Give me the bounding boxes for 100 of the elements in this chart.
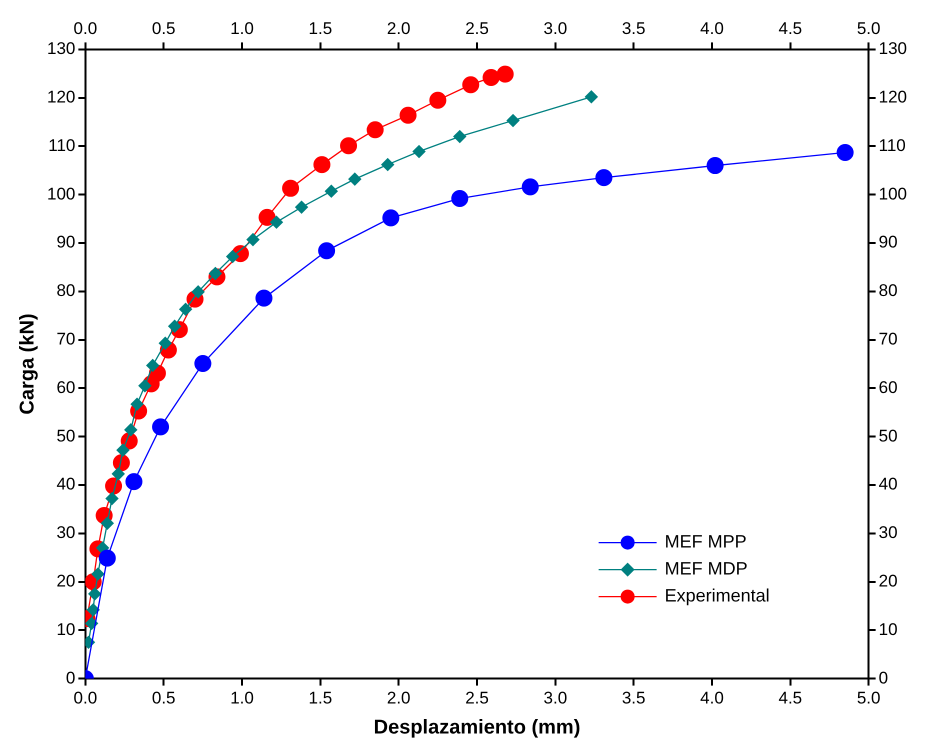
point (381, 158, 394, 172)
y-tick-label: 0 (66, 668, 76, 688)
y-axis-title: Carga (kN) (16, 313, 39, 415)
point (246, 233, 260, 246)
point (522, 178, 539, 196)
y-tick-label: 110 (48, 136, 76, 155)
y-tick-label: 120 (46, 87, 76, 106)
point (429, 92, 446, 109)
x-tick-label: 3.0 (544, 688, 568, 708)
x-tick-label: 3.5 (622, 688, 646, 708)
y2-tick-label: 130 (878, 39, 908, 58)
x2-tick-label: 3.5 (622, 18, 646, 38)
point (313, 156, 330, 174)
point (125, 473, 142, 490)
point (482, 68, 500, 86)
point (324, 184, 338, 198)
y2-tick-label: 80 (878, 281, 898, 300)
x2-tick-label: 2.5 (465, 18, 489, 38)
y-tick-label: 30 (56, 523, 76, 542)
point (192, 285, 205, 298)
legend-label: MEF MDP (664, 558, 748, 579)
y2-tick-label: 70 (878, 329, 898, 348)
x-tick-label: 1.5 (308, 688, 332, 708)
y-tick-label: 40 (56, 474, 76, 494)
point (412, 145, 426, 158)
y2-tick-label: 30 (878, 523, 898, 542)
x-tick-label: 4.5 (778, 688, 802, 708)
x2-tick-label: 4.0 (700, 18, 724, 38)
point (116, 444, 130, 457)
point (318, 242, 336, 260)
point (146, 358, 160, 372)
point (340, 137, 358, 154)
point (112, 467, 125, 480)
y-tick-label: 50 (56, 426, 76, 446)
point (496, 66, 514, 83)
point (130, 398, 144, 411)
y-tick-label: 60 (56, 378, 76, 397)
point (382, 209, 400, 226)
y2-tick-label: 60 (878, 378, 898, 397)
x-tick-label: 0.0 (74, 688, 98, 708)
x-tick-label: 1.0 (230, 688, 254, 708)
point (584, 90, 598, 104)
point (595, 169, 612, 186)
x2-tick-label: 3.0 (544, 18, 568, 38)
point (400, 106, 417, 124)
y-tick-label: 90 (56, 232, 76, 252)
point (506, 114, 520, 128)
point (194, 355, 212, 372)
x2-tick-label: 0.0 (74, 18, 98, 38)
point (462, 76, 480, 94)
point (98, 550, 116, 567)
point (295, 200, 308, 214)
x2-tick-label: 4.5 (778, 18, 802, 38)
point (348, 172, 362, 186)
y2-tick-label: 40 (878, 474, 898, 494)
y2-tick-label: 0 (878, 668, 888, 688)
point (86, 603, 100, 616)
legend-label: Experimental (664, 586, 770, 606)
point (366, 121, 384, 138)
point (105, 492, 118, 506)
y-tick-label: 80 (56, 281, 76, 300)
y2-tick-label: 110 (878, 136, 906, 155)
point (706, 157, 724, 174)
point (836, 144, 854, 161)
y2-tick-label: 120 (878, 87, 908, 106)
point (100, 516, 114, 530)
point (152, 418, 170, 436)
y-tick-label: 130 (46, 39, 76, 58)
point (124, 423, 138, 436)
point (226, 250, 240, 264)
x2-tick-label: 0.5 (152, 18, 176, 38)
y-tick-label: 70 (56, 329, 76, 348)
x-tick-label: 2.5 (465, 688, 489, 708)
y2-tick-label: 50 (878, 426, 898, 446)
y-tick-label: 10 (56, 620, 76, 639)
point (270, 216, 283, 229)
point (91, 568, 104, 581)
point (179, 302, 192, 316)
x-tick-label: 2.0 (386, 688, 410, 708)
point (453, 130, 466, 144)
point (88, 587, 102, 600)
x-tick-label: 0.5 (152, 688, 176, 708)
x2-tick-label: 5.0 (856, 18, 880, 38)
point (451, 190, 468, 207)
x2-tick-label: 2.0 (386, 18, 410, 38)
x-tick-label: 5.0 (856, 688, 880, 708)
x-tick-label: 4.0 (700, 688, 724, 708)
y-tick-label: 20 (56, 571, 76, 590)
y2-tick-label: 100 (878, 184, 908, 204)
point (255, 290, 272, 307)
point (282, 180, 300, 197)
y2-tick-label: 10 (878, 620, 898, 639)
legend-label: MEF MPP (664, 532, 747, 552)
x2-tick-label: 1.5 (308, 18, 332, 38)
x-axis-title: Desplazamiento (mm) (374, 716, 580, 739)
point (258, 208, 276, 226)
y-tick-label: 100 (46, 184, 76, 204)
point (85, 616, 98, 630)
x2-tick-label: 1.0 (230, 18, 254, 38)
y2-tick-label: 20 (878, 571, 898, 590)
